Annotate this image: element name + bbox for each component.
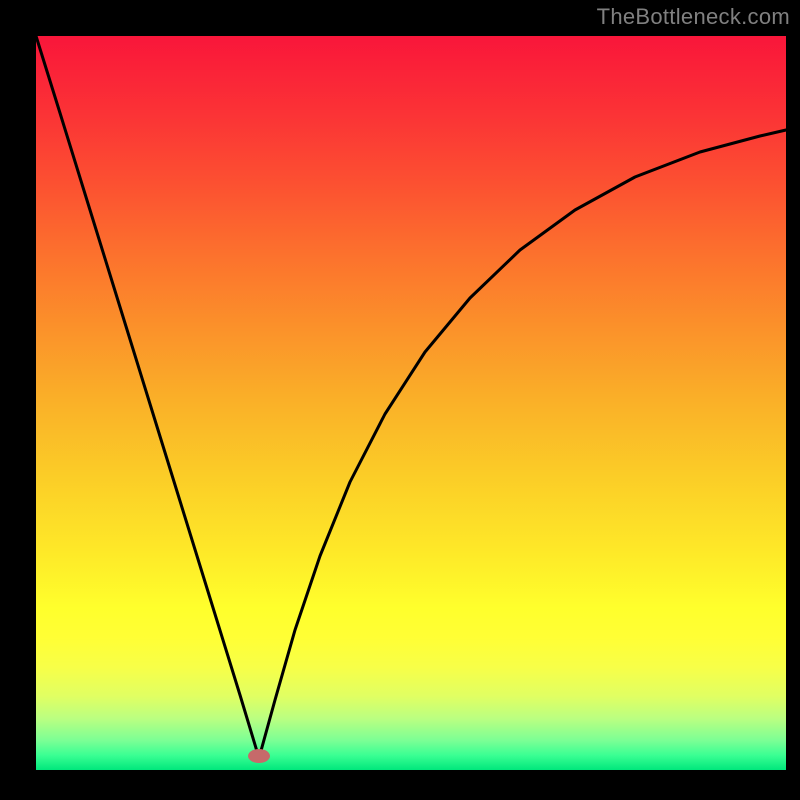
minimum-marker xyxy=(248,749,270,763)
chart-container: TheBottleneck.com xyxy=(0,0,800,800)
bottleneck-chart xyxy=(0,0,800,800)
watermark-text: TheBottleneck.com xyxy=(597,4,790,30)
